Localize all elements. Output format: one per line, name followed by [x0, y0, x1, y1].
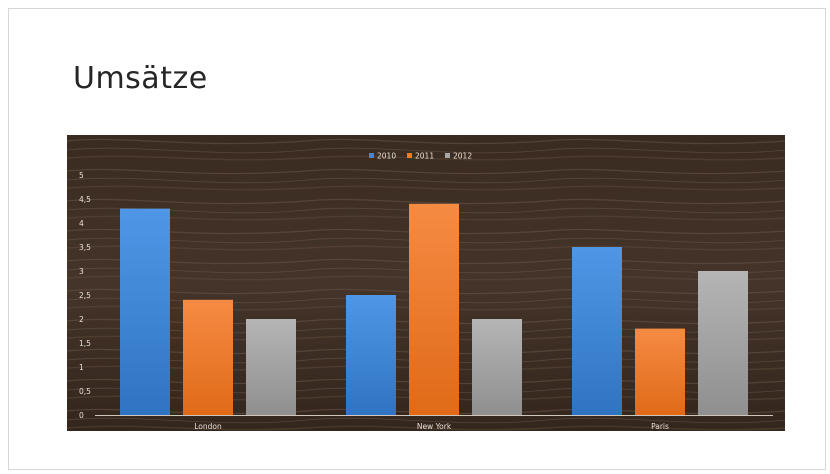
bar-paris-2012[interactable]	[698, 271, 748, 415]
bar-new-york-2012[interactable]	[472, 319, 522, 415]
y-tick-label: 3	[79, 267, 84, 276]
bar-london-2011[interactable]	[183, 299, 233, 415]
bar-chart: 2010 2011 2012 0 0,5 1 1,5 2 2,5 3 3,5 4 4,5 5 Londo…	[67, 135, 785, 431]
bar-london-2012[interactable]	[246, 319, 296, 415]
legend-swatch-2010	[369, 153, 374, 158]
slide-title: Umsätze	[73, 61, 208, 96]
y-tick-label: 1	[79, 363, 84, 372]
x-tick-label: Paris	[651, 422, 669, 431]
chart-legend: 2010 2011 2012	[369, 152, 472, 161]
x-tick-label: London	[194, 422, 222, 431]
bars	[120, 203, 748, 415]
bar-new-york-2010[interactable]	[346, 295, 396, 415]
legend-label-2012: 2012	[453, 152, 472, 161]
y-tick-label: 2,5	[79, 291, 91, 300]
legend-swatch-2012	[445, 153, 450, 158]
y-tick-label: 2	[79, 315, 84, 324]
legend-label-2011: 2011	[415, 152, 434, 161]
legend-swatch-2011	[407, 153, 412, 158]
legend-label-2010: 2010	[377, 152, 396, 161]
y-tick-label: 0	[79, 411, 84, 420]
bar-paris-2010[interactable]	[572, 247, 622, 415]
y-tick-label: 0,5	[79, 387, 91, 396]
y-tick-label: 1,5	[79, 339, 91, 348]
chart-area[interactable]: 2010 2011 2012 0 0,5 1 1,5 2 2,5 3 3,5 4 4,5 5 Londo…	[67, 135, 785, 431]
x-tick-label: New York	[417, 422, 452, 431]
y-tick-label: 4,5	[79, 195, 91, 204]
y-axis: 0 0,5 1 1,5 2 2,5 3 3,5 4 4,5 5	[79, 171, 91, 420]
slide: Umsätze	[8, 8, 826, 470]
y-tick-label: 3,5	[79, 243, 91, 252]
bar-new-york-2011[interactable]	[409, 203, 459, 415]
bar-paris-2011[interactable]	[635, 328, 685, 415]
x-axis: London New York Paris	[95, 415, 773, 431]
bar-london-2010[interactable]	[120, 208, 170, 415]
y-tick-label: 5	[79, 171, 84, 180]
y-tick-label: 4	[79, 219, 84, 228]
